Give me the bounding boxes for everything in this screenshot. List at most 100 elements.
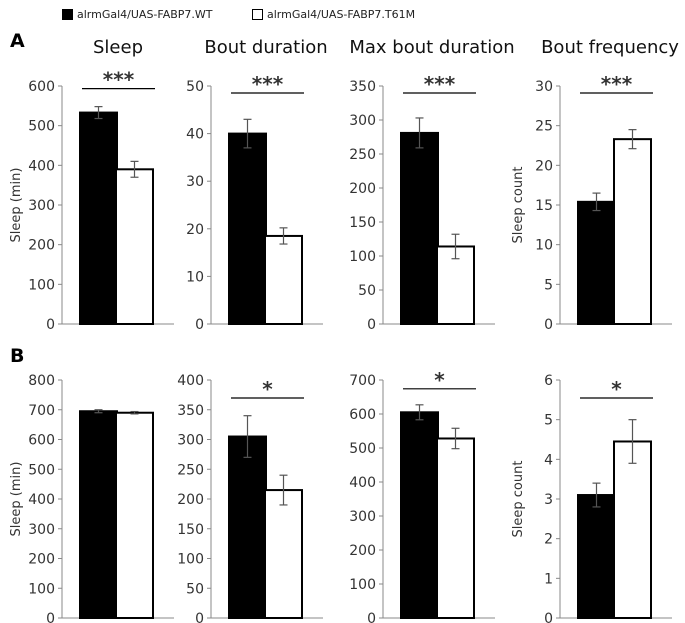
chart-6-tick-label: 150 — [177, 522, 204, 538]
chart-3-tick-label: 50 — [358, 283, 376, 299]
chart-5-tick-label: 100 — [28, 581, 55, 597]
chart-5-tick-label: 700 — [28, 403, 55, 419]
column-title-sleep: Sleep — [92, 37, 144, 58]
chart-1-tick-label: 200 — [28, 238, 55, 254]
chart-6-tick-label: 400 — [177, 373, 204, 389]
chart-4-tick-label: 15 — [535, 198, 553, 214]
legend-label-wt: alrmGal4/UAS-FABP7.WT — [77, 8, 213, 21]
chart-6-tick-label: 50 — [186, 581, 204, 597]
chart-4-significance-label: *** — [601, 72, 633, 96]
chart-7-tick-label: 100 — [349, 577, 376, 593]
legend-swatch-t61m — [252, 9, 263, 20]
chart-1-tick-label: 500 — [28, 119, 55, 135]
chart-2-bar-wt — [228, 132, 267, 325]
chart-7-bar-t61m — [436, 437, 475, 620]
chart-1-y-label: Sleep (min) — [9, 168, 24, 243]
chart-1-tick-label: 400 — [28, 158, 55, 174]
chart-7-tick-label: 200 — [349, 543, 376, 559]
chart-2-bar-t61m — [264, 234, 303, 325]
chart-1-tick-label: 0 — [46, 317, 55, 333]
chart-4-bar-wt — [577, 200, 616, 325]
chart-3-tick-label: 300 — [349, 113, 376, 129]
chart-1-tick-label: 600 — [28, 79, 55, 95]
chart-6-tick-label: 100 — [177, 552, 204, 568]
chart-8-bar-wt — [577, 494, 616, 619]
chart-5-bar-wt — [79, 410, 118, 619]
chart-2-tick-label: 40 — [186, 127, 204, 143]
chart-3-tick-label: 350 — [349, 79, 376, 95]
chart-2-tick-label: 30 — [186, 174, 204, 190]
chart-4-tick-label: 25 — [535, 119, 553, 135]
chart-3-tick-label: 200 — [349, 181, 376, 197]
chart-7-significance-label: * — [434, 368, 445, 392]
chart-3-tick-label: 150 — [349, 215, 376, 231]
chart-4-tick-label: 0 — [544, 317, 553, 333]
chart-3-bar-wt — [400, 131, 439, 325]
chart-3-tick-label: 250 — [349, 147, 376, 163]
chart-5-y-label: Sleep (min) — [9, 462, 24, 537]
legend-swatch-wt — [62, 9, 73, 20]
chart-3-tick-label: 100 — [349, 249, 376, 265]
chart-6-significance-label: * — [262, 377, 273, 401]
chart-6-bar-t61m — [264, 489, 303, 620]
column-title-bout-duration: Bout duration — [204, 37, 328, 58]
chart-5-tick-label: 800 — [28, 373, 55, 389]
chart-6-tick-label: 300 — [177, 433, 204, 449]
column-title-max-bout-duration: Max bout duration — [349, 37, 515, 58]
chart-1-significance-label: *** — [103, 68, 135, 92]
chart-8-tick-label: 4 — [544, 452, 553, 468]
chart-4-tick-label: 10 — [535, 238, 553, 254]
panel-label-b: B — [10, 345, 25, 367]
column-title-bout-frequency: Bout frequency — [541, 37, 679, 58]
chart-5-tick-label: 300 — [28, 522, 55, 538]
chart-7-tick-label: 600 — [349, 407, 376, 423]
chart-5-tick-label: 500 — [28, 462, 55, 478]
chart-7-bar-wt — [400, 411, 439, 619]
chart-7-tick-label: 0 — [367, 611, 376, 623]
chart-5-tick-label: 200 — [28, 552, 55, 568]
chart-1-tick-label: 300 — [28, 198, 55, 214]
chart-5-tick-label: 0 — [46, 611, 55, 623]
chart-5-bar-t61m — [115, 411, 154, 619]
chart-8-tick-label: 5 — [544, 413, 553, 429]
chart-1-bar-wt — [79, 111, 118, 326]
chart-6-tick-label: 200 — [177, 492, 204, 508]
chart-7-tick-label: 300 — [349, 509, 376, 525]
chart-6-tick-label: 250 — [177, 462, 204, 478]
chart-4-tick-label: 20 — [535, 158, 553, 174]
chart-2-tick-label: 50 — [186, 79, 204, 95]
chart-6-tick-label: 0 — [195, 611, 204, 623]
panel-label-a: A — [10, 30, 25, 52]
chart-8-bar-t61m — [613, 440, 652, 619]
chart-1-bar-t61m — [115, 168, 154, 325]
chart-5-tick-label: 400 — [28, 492, 55, 508]
chart-7-tick-label: 700 — [349, 373, 376, 389]
chart-4-tick-label: 5 — [544, 277, 553, 293]
chart-5-tick-label: 600 — [28, 433, 55, 449]
chart-8-significance-label: * — [611, 377, 622, 401]
chart-8-tick-label: 2 — [544, 532, 553, 548]
chart-6-tick-label: 350 — [177, 403, 204, 419]
chart-3-tick-label: 0 — [367, 317, 376, 333]
chart-7-tick-label: 400 — [349, 475, 376, 491]
chart-4-y-label: Sleep count — [511, 167, 526, 244]
chart-4-tick-label: 30 — [535, 79, 553, 95]
chart-2-tick-label: 0 — [195, 317, 204, 333]
chart-3-significance-label: *** — [424, 72, 456, 96]
legend-item-t61m: alrmGal4/UAS-FABP7.T61M — [252, 8, 415, 21]
chart-8-tick-label: 1 — [544, 571, 553, 587]
chart-8-tick-label: 6 — [544, 373, 553, 389]
legend-item-wt: alrmGal4/UAS-FABP7.WT — [62, 8, 213, 21]
chart-8-y-label: Sleep count — [511, 461, 526, 538]
chart-1-tick-label: 100 — [28, 277, 55, 293]
legend-label-t61m: alrmGal4/UAS-FABP7.T61M — [267, 8, 416, 21]
chart-4-bar-t61m — [613, 138, 652, 325]
chart-7-tick-label: 500 — [349, 441, 376, 457]
chart-8-tick-label: 0 — [544, 611, 553, 623]
chart-3-bar-t61m — [436, 245, 475, 325]
chart-2-tick-label: 10 — [186, 269, 204, 285]
chart-2-tick-label: 20 — [186, 222, 204, 238]
chart-6-bar-wt — [228, 435, 267, 619]
